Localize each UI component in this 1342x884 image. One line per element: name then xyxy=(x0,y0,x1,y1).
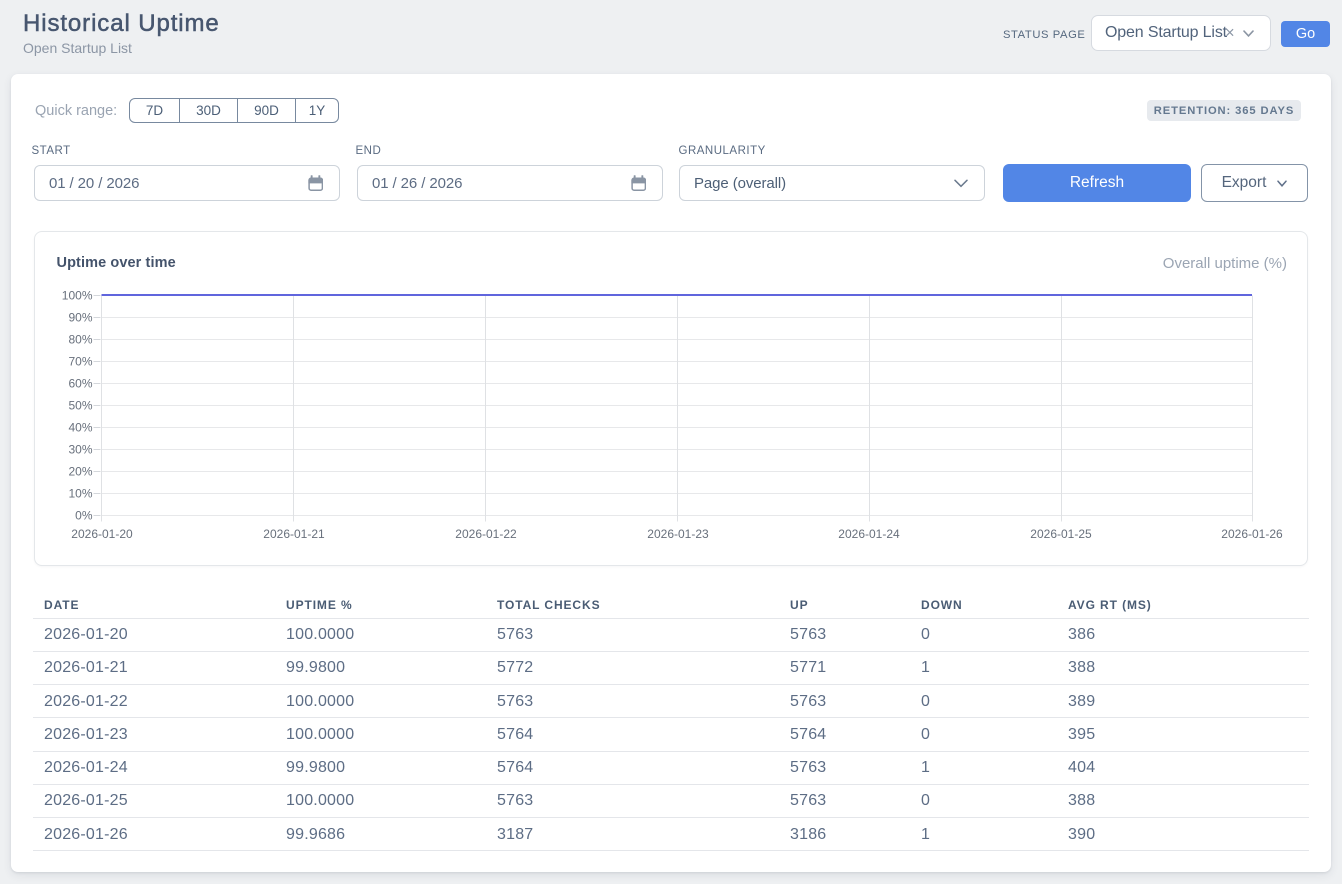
svg-text:30%: 30% xyxy=(68,443,92,457)
svg-text:60%: 60% xyxy=(68,377,92,391)
svg-text:40%: 40% xyxy=(68,421,92,435)
svg-text:0%: 0% xyxy=(75,509,93,523)
svg-text:90%: 90% xyxy=(68,311,92,325)
svg-text:70%: 70% xyxy=(68,355,92,369)
svg-text:2026-01-20: 2026-01-20 xyxy=(71,527,133,541)
svg-text:2026-01-26: 2026-01-26 xyxy=(1221,527,1283,541)
svg-text:20%: 20% xyxy=(68,465,92,479)
svg-text:2026-01-23: 2026-01-23 xyxy=(647,527,709,541)
svg-text:2026-01-24: 2026-01-24 xyxy=(838,527,900,541)
svg-text:2026-01-25: 2026-01-25 xyxy=(1030,527,1092,541)
svg-text:100%: 100% xyxy=(62,289,93,303)
svg-text:2026-01-22: 2026-01-22 xyxy=(455,527,517,541)
svg-text:10%: 10% xyxy=(68,487,92,501)
svg-text:50%: 50% xyxy=(68,399,92,413)
svg-text:2026-01-21: 2026-01-21 xyxy=(263,527,325,541)
svg-text:80%: 80% xyxy=(68,333,92,347)
